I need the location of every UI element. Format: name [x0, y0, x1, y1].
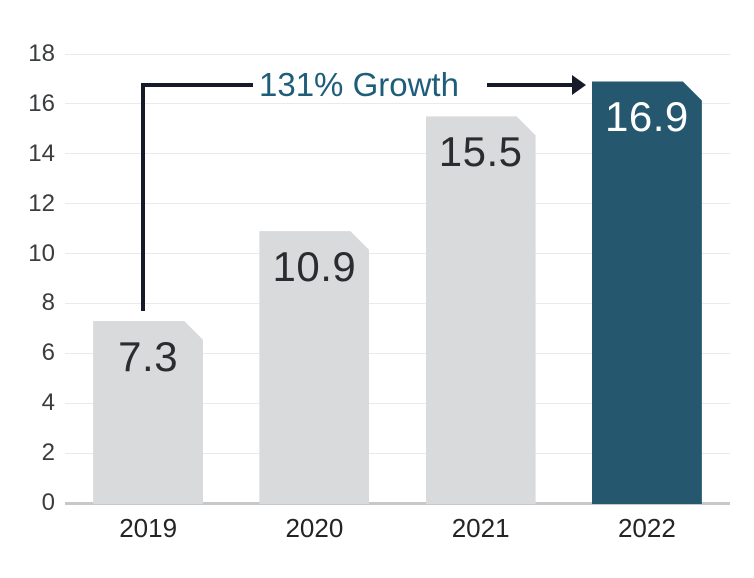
y-tick-label-14: 14: [28, 139, 55, 167]
y-tick-label-12: 12: [28, 189, 55, 217]
gridline-2: [65, 452, 730, 454]
gridline-10: [65, 253, 730, 255]
y-tick-label-6: 6: [41, 339, 55, 367]
gridline-8: [65, 302, 730, 304]
bar-value-label-2022: 16.9: [605, 93, 689, 141]
gridline-6: [65, 352, 730, 354]
growth-connector-vertical-line: [141, 83, 145, 311]
bar-2020: 10.9: [259, 231, 369, 504]
bar-2019: 7.3: [93, 321, 203, 504]
y-tick-label-18: 18: [28, 40, 55, 67]
y-tick-label-8: 8: [41, 289, 55, 317]
gridline-18: [65, 53, 730, 55]
y-tick-label-0: 0: [41, 489, 55, 516]
bar-2021: 15.5: [426, 116, 536, 504]
y-tick-label-16: 16: [28, 89, 55, 117]
y-tick-label-10: 10: [28, 239, 55, 267]
bar-value-label-2020: 10.9: [272, 243, 357, 291]
x-tick-label-2021: 2021: [451, 513, 510, 543]
x-tick-label-2020: 2020: [285, 513, 344, 543]
bar-value-label-2019: 7.3: [118, 332, 179, 380]
x-axis-line: [65, 501, 730, 505]
bar-value-label-2021: 15.5: [438, 128, 523, 176]
bar-2022: 16.9: [592, 81, 702, 504]
x-tick-label-2022: 2022: [617, 513, 676, 543]
growth-connector-horizontal-line: [143, 83, 253, 87]
growth-arrow-line: [487, 83, 574, 87]
gridline-12: [65, 203, 730, 205]
gridline-16: [65, 103, 730, 105]
y-tick-label-2: 2: [41, 439, 55, 467]
growth-annotation-label: 131% Growth: [259, 66, 459, 103]
gridline-4: [65, 402, 730, 404]
y-tick-label-4: 4: [41, 389, 55, 417]
x-tick-label-2019: 2019: [119, 513, 178, 543]
arrow-right-icon: [572, 75, 586, 95]
gridline-14: [65, 153, 730, 155]
